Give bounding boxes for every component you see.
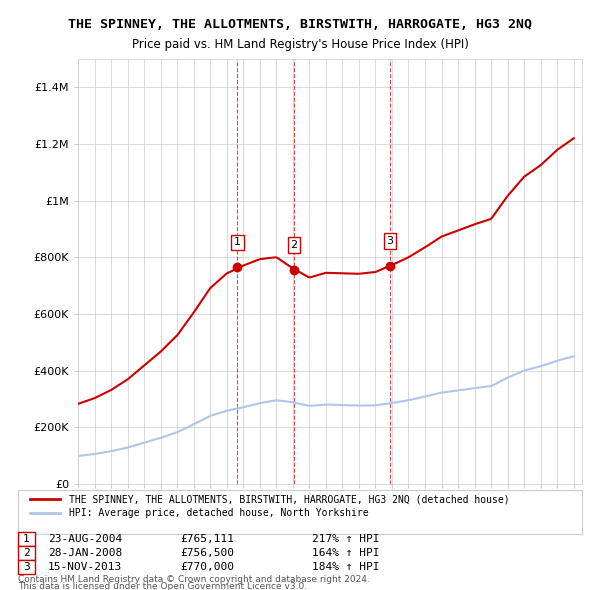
Text: 1: 1 — [23, 534, 30, 543]
Text: £765,111: £765,111 — [180, 534, 234, 543]
Text: THE SPINNEY, THE ALLOTMENTS, BIRSTWITH, HARROGATE, HG3 2NQ (detached house): THE SPINNEY, THE ALLOTMENTS, BIRSTWITH, … — [69, 494, 509, 504]
Text: 23-AUG-2004: 23-AUG-2004 — [48, 534, 122, 543]
Text: THE SPINNEY, THE ALLOTMENTS, BIRSTWITH, HARROGATE, HG3 2NQ: THE SPINNEY, THE ALLOTMENTS, BIRSTWITH, … — [68, 18, 532, 31]
Text: 2: 2 — [290, 240, 298, 250]
Text: Price paid vs. HM Land Registry's House Price Index (HPI): Price paid vs. HM Land Registry's House … — [131, 38, 469, 51]
Text: 15-NOV-2013: 15-NOV-2013 — [48, 562, 122, 572]
Text: 28-JAN-2008: 28-JAN-2008 — [48, 548, 122, 558]
Text: 217% ↑ HPI: 217% ↑ HPI — [312, 534, 380, 543]
Text: 1: 1 — [234, 237, 241, 247]
Text: £770,000: £770,000 — [180, 562, 234, 572]
Text: £756,500: £756,500 — [180, 548, 234, 558]
Text: HPI: Average price, detached house, North Yorkshire: HPI: Average price, detached house, Nort… — [69, 509, 368, 518]
Text: 3: 3 — [23, 562, 30, 572]
Text: This data is licensed under the Open Government Licence v3.0.: This data is licensed under the Open Gov… — [18, 582, 307, 590]
Text: 164% ↑ HPI: 164% ↑ HPI — [312, 548, 380, 558]
Text: Contains HM Land Registry data © Crown copyright and database right 2024.: Contains HM Land Registry data © Crown c… — [18, 575, 370, 584]
Text: 3: 3 — [386, 236, 394, 246]
Text: 184% ↑ HPI: 184% ↑ HPI — [312, 562, 380, 572]
Text: 2: 2 — [23, 548, 30, 558]
